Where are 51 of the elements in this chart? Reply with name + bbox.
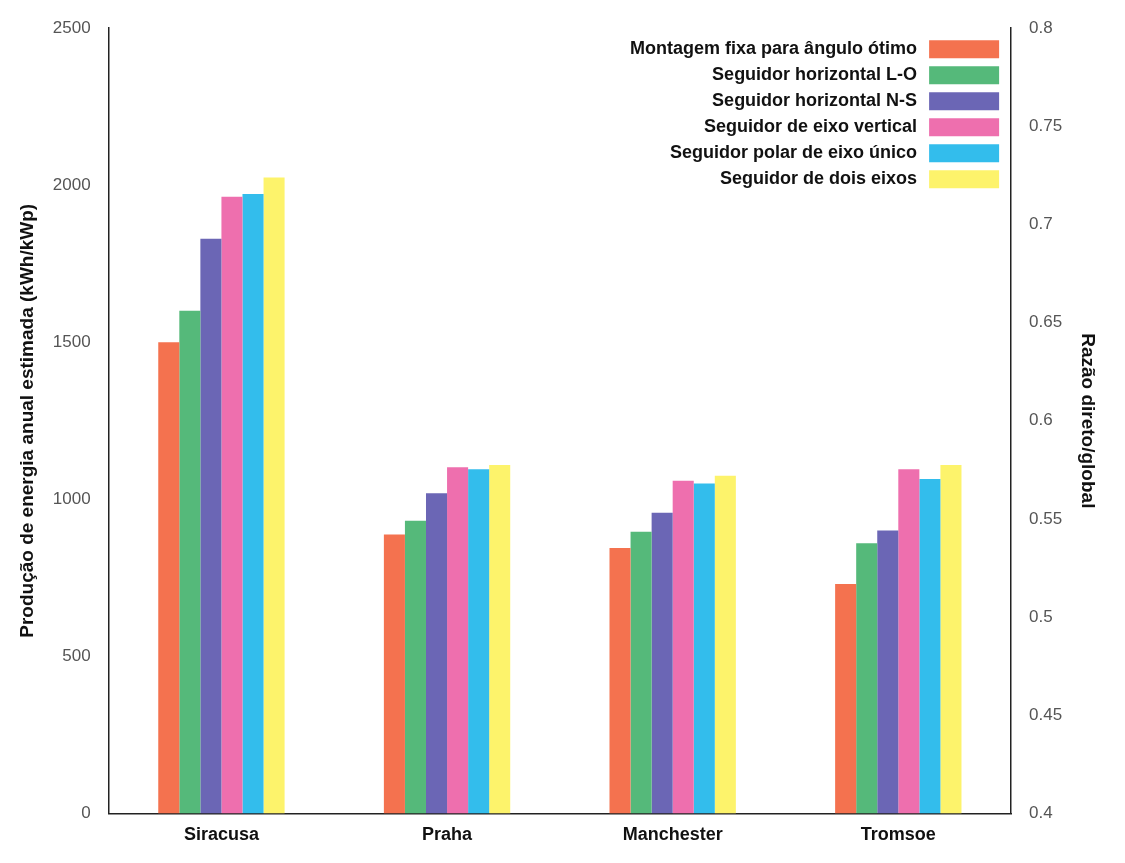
legend-label: Seguidor de eixo vertical <box>704 116 918 137</box>
legend-label: Montagem fixa para ângulo ótimo <box>630 38 918 59</box>
legend-label: Seguidor de dois eixos <box>720 168 918 189</box>
bar <box>404 520 426 814</box>
bar <box>609 548 631 814</box>
bar <box>179 310 201 814</box>
bar <box>856 543 878 814</box>
y-tick-label: 1000 <box>52 489 91 509</box>
x-tick-label: Tromsoe <box>860 824 936 845</box>
y2-tick-label: 0.45 <box>1029 704 1063 724</box>
y-tick-label: 2500 <box>52 17 91 37</box>
y2-axis-title: Razão direto/global <box>1078 333 1100 509</box>
y-axis-title: Produção de energia anual estimada (kWh/kWp) <box>15 203 37 638</box>
bar <box>263 177 285 814</box>
bar <box>383 534 405 814</box>
bar <box>940 465 962 814</box>
bar <box>714 475 736 814</box>
bar <box>221 196 243 814</box>
legend-label: Seguidor horizontal L-O <box>712 64 918 85</box>
y2-tick-label: 0.55 <box>1029 508 1063 528</box>
y2-tick-label: 0.6 <box>1029 410 1053 430</box>
bar <box>919 478 941 814</box>
legend-label: Seguidor horizontal N-S <box>712 90 918 111</box>
bar <box>242 194 264 814</box>
bar <box>630 531 652 814</box>
y2-tick-label: 0.5 <box>1029 606 1053 626</box>
y-tick-label: 500 <box>62 646 91 666</box>
y-tick-label: 0 <box>81 803 91 823</box>
bar <box>877 530 899 814</box>
bar <box>651 512 673 814</box>
bar <box>835 584 857 814</box>
bar <box>468 469 490 814</box>
y-tick-label: 2000 <box>52 174 91 194</box>
bar <box>158 342 180 814</box>
bar <box>426 493 448 814</box>
y2-tick-label: 0.65 <box>1029 312 1063 332</box>
bar <box>447 467 469 814</box>
y2-tick-label: 0.4 <box>1029 803 1053 823</box>
bar <box>693 483 715 814</box>
x-tick-label: Praha <box>422 824 474 845</box>
bar <box>489 465 511 814</box>
y-tick-label: 1500 <box>52 331 91 351</box>
legend-label: Seguidor polar de eixo único <box>670 142 918 163</box>
x-tick-label: Siracusa <box>183 824 260 845</box>
bar <box>898 469 920 814</box>
bar <box>672 480 694 814</box>
y2-tick-label: 0.75 <box>1029 116 1063 136</box>
y2-tick-label: 0.8 <box>1029 17 1053 37</box>
x-tick-label: Manchester <box>622 824 723 845</box>
bar <box>200 238 222 814</box>
y2-tick-label: 0.7 <box>1029 214 1053 234</box>
